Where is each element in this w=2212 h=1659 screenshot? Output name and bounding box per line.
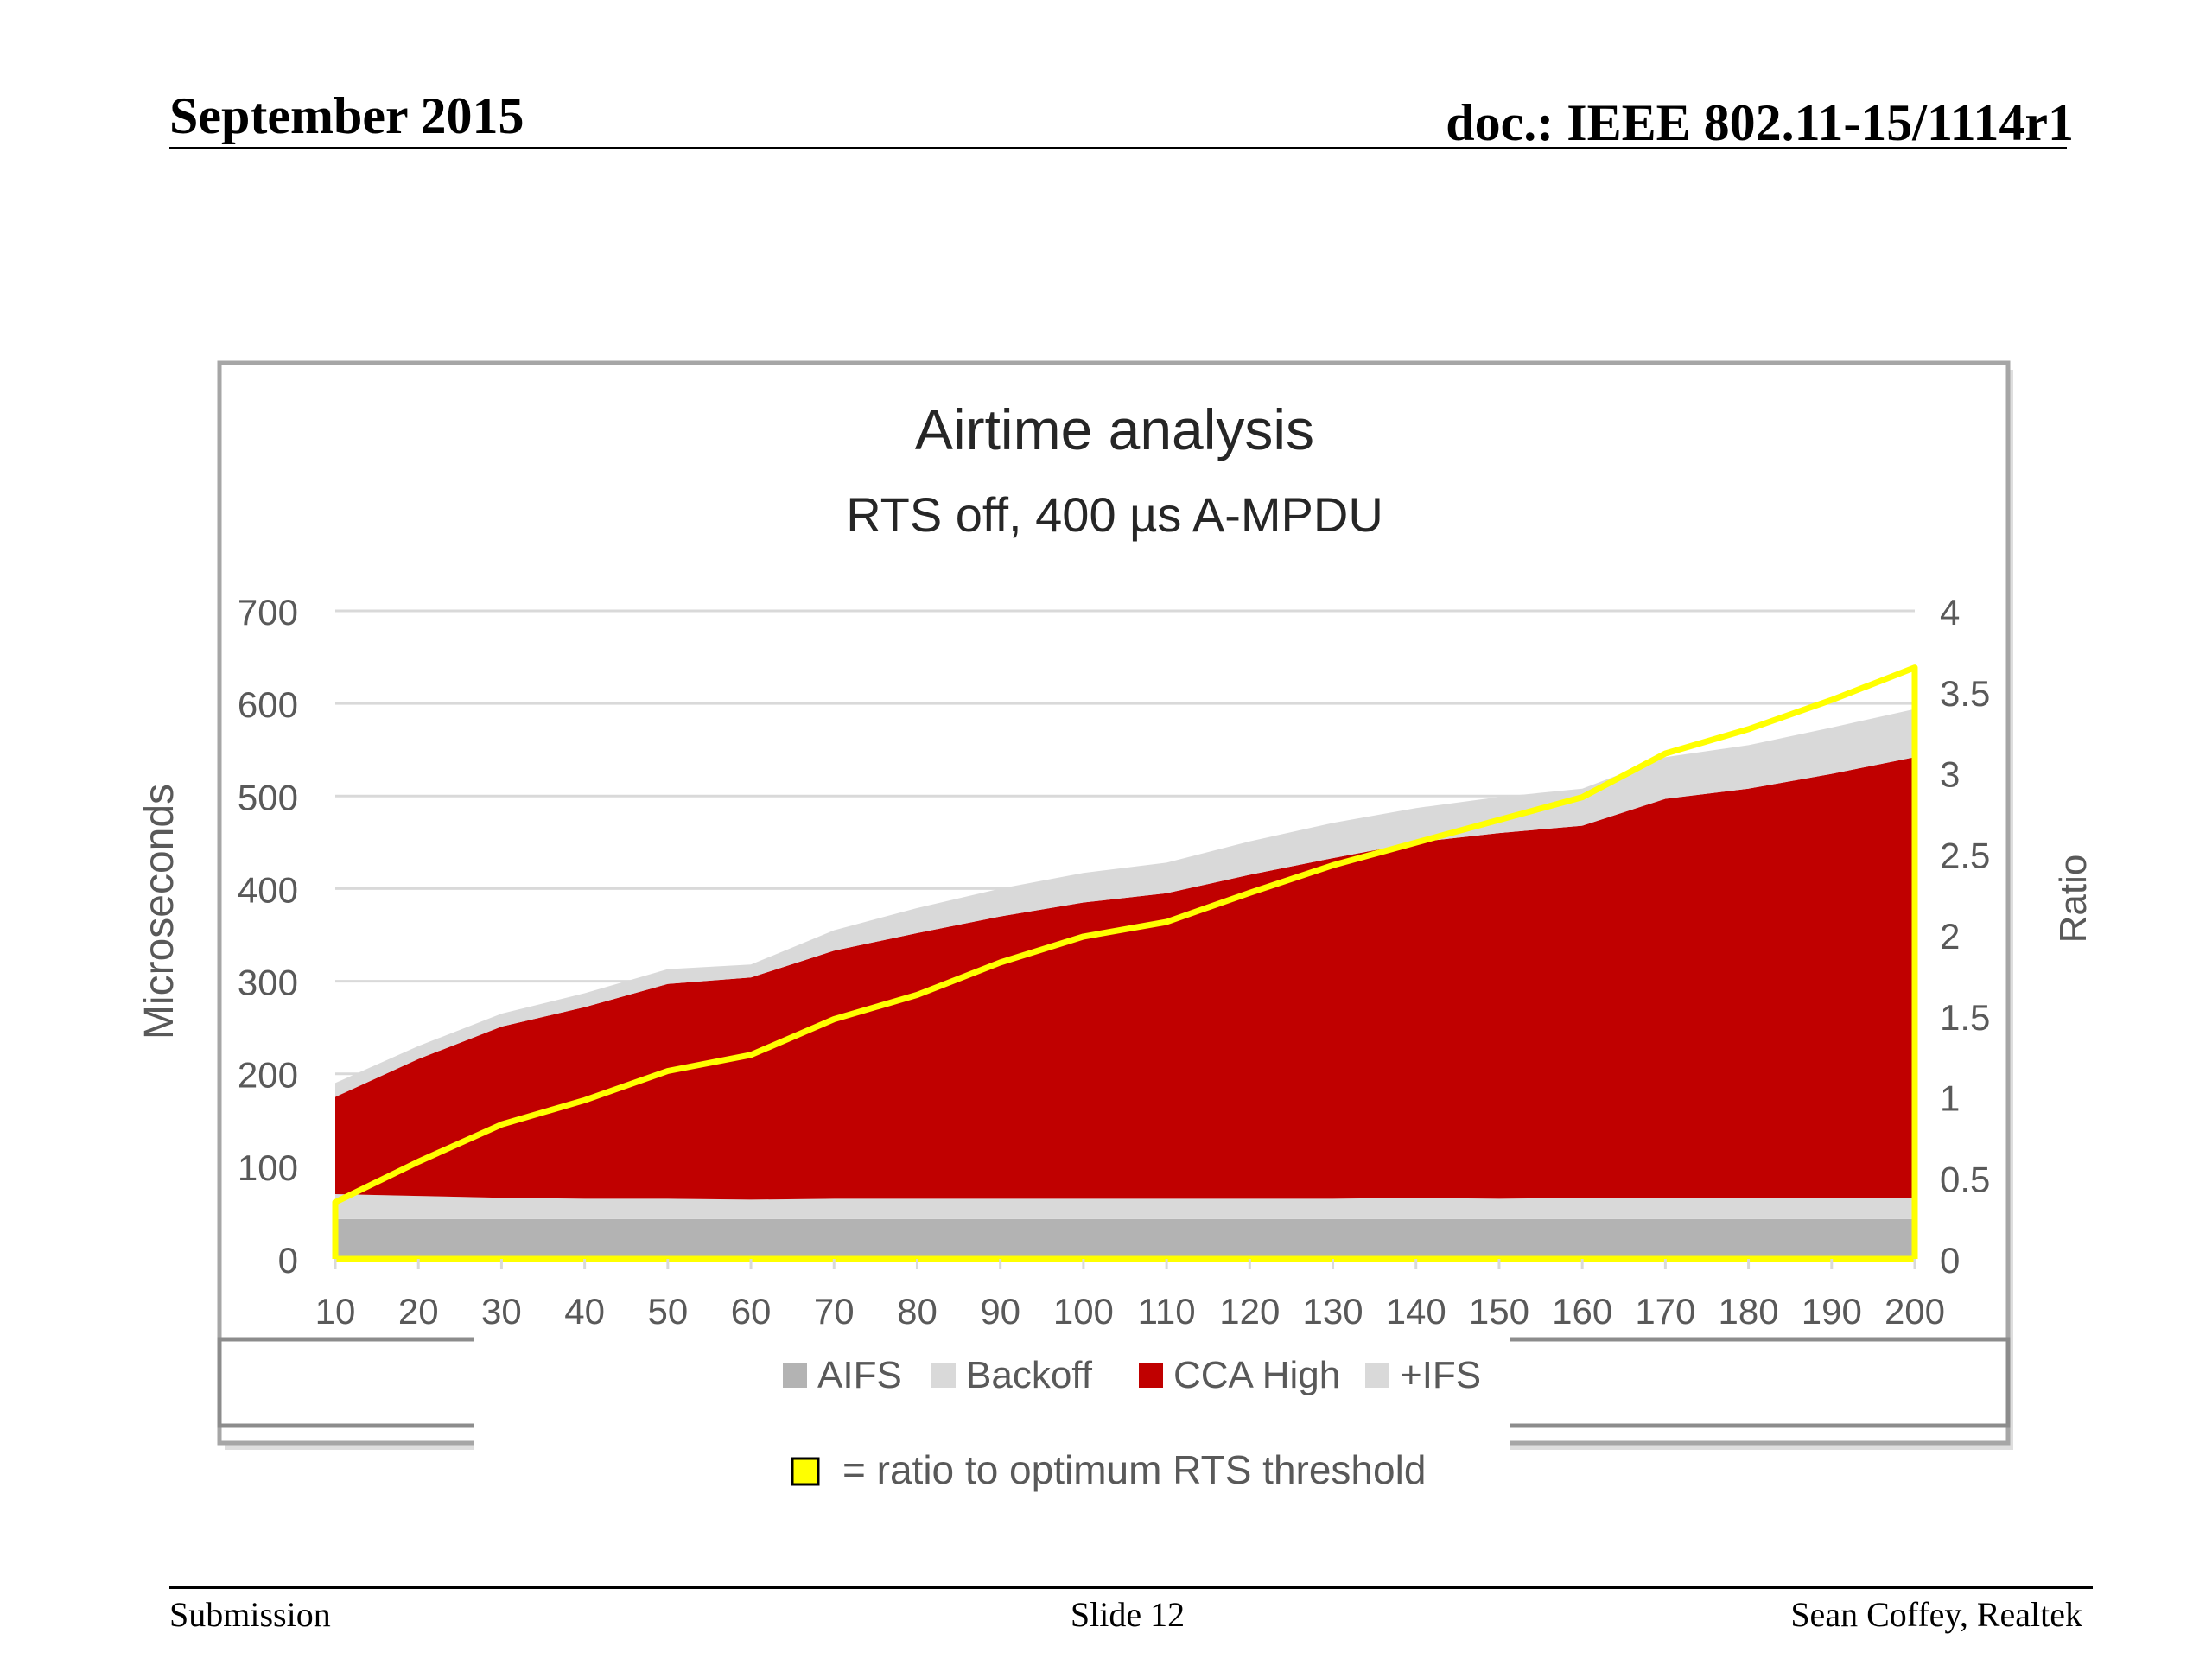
- y2-axis-ticks: 0 0.5 1 1.5 2 2.5 3 3.5 4: [1940, 592, 1990, 1281]
- ratio-legend-swatch: [791, 1457, 820, 1486]
- y-axis-ticks: 0 100 200 300 400 500 600 700: [238, 592, 298, 1281]
- legend-swatch: [1365, 1363, 1389, 1388]
- footer-author: Sean Coffey, Realtek: [1790, 1595, 2082, 1634]
- legend-backdrop: [474, 1331, 1510, 1486]
- y2-axis-label: Ratio: [2052, 855, 2094, 944]
- x-tick-label: 10: [315, 1291, 356, 1332]
- header-rule: [169, 147, 2067, 149]
- x-tick-label: 60: [731, 1291, 772, 1332]
- y2-tick-label: 0.5: [1940, 1159, 1990, 1199]
- x-tick-label: 100: [1053, 1291, 1114, 1332]
- y-tick-label: 0: [278, 1240, 298, 1281]
- footer-slide-number: Slide 12: [1070, 1595, 1185, 1634]
- x-tick-label: 150: [1469, 1291, 1529, 1332]
- legend-label: CCA High: [1173, 1354, 1340, 1396]
- legend: AIFS Backoff CCA High +IFS: [783, 1354, 1481, 1396]
- x-tick-label: 80: [897, 1291, 938, 1332]
- legend-label: Backoff: [966, 1354, 1093, 1396]
- y-tick-label: 700: [238, 592, 298, 632]
- y2-tick-label: 0: [1940, 1240, 1960, 1281]
- x-tick-label: 130: [1302, 1291, 1363, 1332]
- ratio-legend-label: = ratio to optimum RTS threshold: [842, 1447, 1426, 1492]
- x-tick-label: 160: [1552, 1291, 1612, 1332]
- x-tick-label: 120: [1219, 1291, 1280, 1332]
- footer-rule: [169, 1586, 2093, 1589]
- x-tick-label: 50: [647, 1291, 688, 1332]
- y2-tick-label: 3: [1940, 754, 1960, 795]
- x-tick-label: 70: [814, 1291, 855, 1332]
- x-tick-label: 180: [1719, 1291, 1779, 1332]
- y2-tick-label: 1: [1940, 1078, 1960, 1119]
- legend-label: AIFS: [817, 1354, 902, 1396]
- y-tick-label: 300: [238, 963, 298, 1003]
- legend-swatch: [1139, 1363, 1163, 1388]
- header-doc-id: doc.: IEEE 802.11-15/1114r1: [1446, 94, 2074, 151]
- x-tick-label: 20: [398, 1291, 439, 1332]
- ratio-series-line: [332, 664, 1918, 1259]
- y-tick-label: 400: [238, 869, 298, 910]
- chart-subtitle: RTS off, 400 µs A-MPDU: [846, 487, 1383, 542]
- x-tick-label: 200: [1885, 1291, 1945, 1332]
- x-axis-ticks: 10 20 30 40 50 60 70 80 90 100 110 120 130 140 150 160 1…: [315, 1259, 1945, 1332]
- footer-submission: Submission: [169, 1595, 331, 1634]
- y-tick-label: 100: [238, 1147, 298, 1188]
- y2-tick-label: 2.5: [1940, 835, 1990, 875]
- x-tick-label: 170: [1635, 1291, 1695, 1332]
- legend-swatch: [783, 1363, 807, 1388]
- x-tick-label: 110: [1138, 1291, 1196, 1332]
- y-tick-label: 200: [238, 1055, 298, 1096]
- area-cca-high: [335, 757, 1915, 1200]
- y2-tick-label: 1.5: [1940, 997, 1990, 1038]
- x-tick-label: 90: [980, 1291, 1020, 1332]
- area-backoff: [335, 1194, 1915, 1219]
- header-date: September 2015: [169, 87, 524, 144]
- x-tick-label: 140: [1386, 1291, 1446, 1332]
- area-aifs: [335, 1218, 1915, 1259]
- x-tick-label: 30: [481, 1291, 522, 1332]
- legend-swatch: [931, 1363, 956, 1388]
- x-tick-label: 190: [1802, 1291, 1862, 1332]
- stacked-areas: [335, 709, 1915, 1259]
- y-tick-label: 500: [238, 777, 298, 817]
- y2-tick-label: 3.5: [1940, 673, 1990, 714]
- y-tick-label: 600: [238, 684, 298, 725]
- y2-tick-label: 4: [1940, 592, 1960, 632]
- x-tick-label: 40: [564, 1291, 605, 1332]
- y2-tick-label: 2: [1940, 916, 1960, 957]
- area-ifs: [335, 709, 1915, 1097]
- chart-title: Airtime analysis: [915, 397, 1314, 461]
- ratio-line: [332, 664, 1918, 1262]
- y-axis-label: Microseconds: [137, 784, 182, 1039]
- legend-label: +IFS: [1400, 1354, 1481, 1396]
